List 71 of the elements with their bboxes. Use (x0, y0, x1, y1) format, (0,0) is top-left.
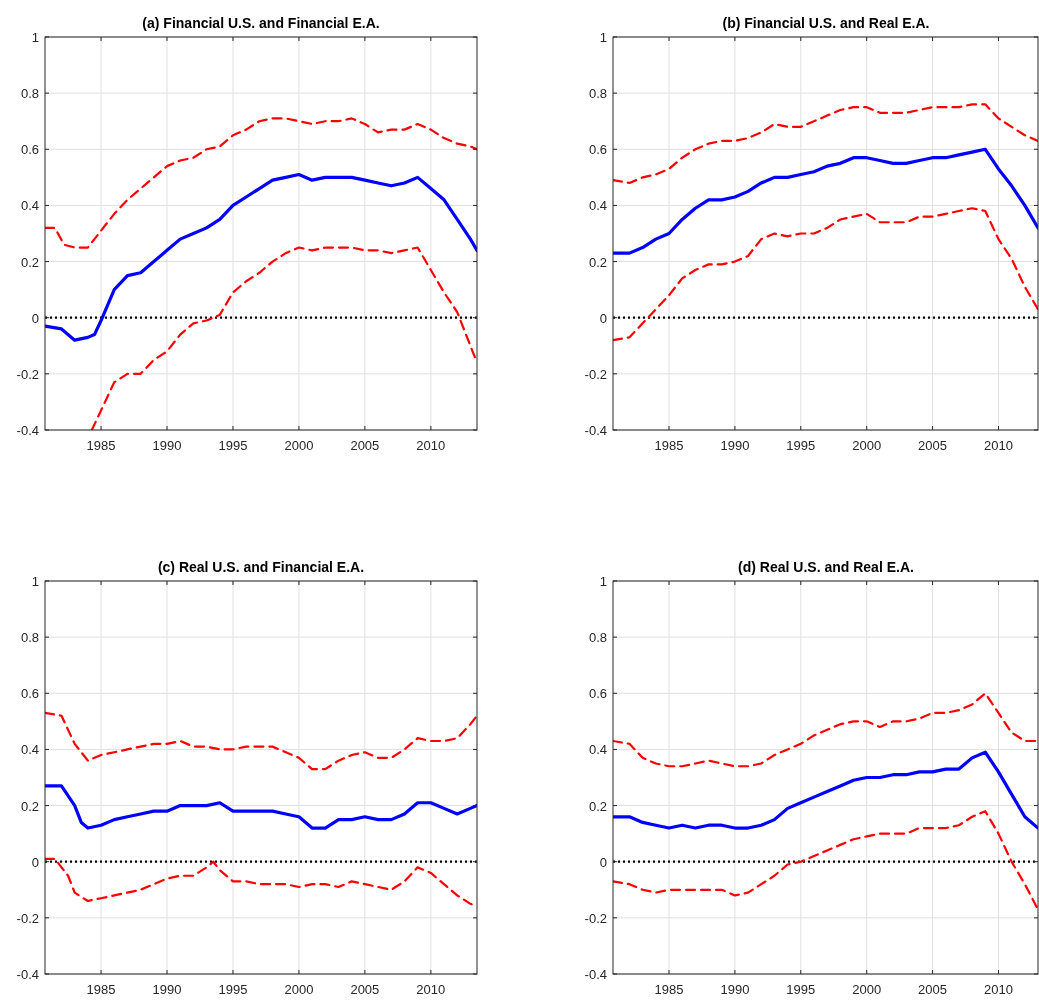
y-tick-label: 0 (599, 854, 607, 870)
line-series (613, 810, 1038, 911)
line-series (613, 147, 1038, 255)
y-tick-label: -0.4 (16, 423, 39, 438)
x-tick-label: 1985 (86, 438, 116, 453)
x-tick-label: 1985 (86, 982, 116, 997)
x-tick-label: 2010 (984, 982, 1013, 997)
x-tick-label: 1995 (218, 438, 248, 453)
x-tick-label: 2005 (350, 438, 380, 453)
y-tick-label: -0.2 (16, 910, 39, 926)
y-tick-label: 0.6 (20, 686, 39, 702)
y-tick-label: -0.2 (584, 910, 607, 926)
y-tick-label: 1 (31, 574, 39, 589)
y-tick-label: 0.8 (20, 86, 39, 102)
line-series (45, 711, 477, 771)
line-series (613, 692, 1038, 768)
y-tick-label: 0 (599, 310, 607, 326)
y-tick-label: 0.6 (588, 686, 607, 702)
y-tick-label: 0 (31, 854, 39, 870)
x-tick-label: 2005 (918, 982, 948, 997)
line-series (613, 103, 1038, 185)
y-tick-label: 1 (599, 30, 607, 45)
x-tick-label: 2010 (984, 438, 1013, 453)
line-series (45, 172, 477, 342)
y-tick-label: 0.8 (20, 630, 39, 646)
x-tick-label: 1985 (654, 982, 684, 997)
x-tick-label: 2000 (852, 982, 882, 997)
x-tick-label: 2010 (416, 438, 446, 453)
x-tick-label: 1990 (720, 438, 750, 453)
y-tick-label: -0.4 (16, 967, 39, 982)
y-tick-label: 1 (599, 574, 607, 589)
y-tick-label: -0.2 (584, 366, 607, 382)
line-series (45, 117, 477, 249)
y-tick-label: 0.4 (20, 198, 39, 214)
y-tick-label: 0.2 (20, 254, 39, 270)
x-tick-label: 2000 (852, 438, 882, 453)
y-tick-label: 0 (31, 310, 39, 326)
y-tick-label: -0.4 (584, 967, 607, 982)
y-tick-label: 0.6 (588, 142, 607, 158)
x-tick-label: 2000 (284, 982, 314, 997)
line-series (45, 784, 477, 830)
y-tick-label: -0.2 (16, 366, 39, 382)
y-tick-label: 0.2 (588, 254, 607, 270)
x-tick-label: 2005 (918, 438, 948, 453)
y-tick-label: 0.4 (20, 742, 39, 758)
line-series (613, 750, 1038, 830)
chart-title: (c) Real U.S. and Financial E.A. (157, 559, 365, 575)
chart-title: (d) Real U.S. and Real E.A. (738, 559, 914, 575)
y-tick-label: 0.4 (588, 742, 607, 758)
y-tick-label: 0.4 (588, 198, 607, 214)
x-tick-label: 2010 (416, 982, 446, 997)
x-tick-label: 1995 (786, 438, 816, 453)
x-tick-label: 1995 (786, 982, 816, 997)
chart-title: (a) Financial U.S. and Financial E.A. (142, 15, 380, 31)
y-tick-label: 0.2 (20, 798, 39, 814)
y-tick-label: -0.4 (584, 423, 607, 438)
y-tick-label: 0.8 (588, 86, 607, 102)
line-series (613, 207, 1038, 342)
x-tick-label: 1995 (218, 982, 248, 997)
x-tick-label: 1985 (654, 438, 684, 453)
x-tick-label: 1990 (152, 982, 182, 997)
y-tick-label: 1 (31, 30, 39, 45)
y-tick-label: 0.6 (20, 142, 39, 158)
x-tick-label: 1990 (152, 438, 182, 453)
y-tick-label: 0.8 (588, 630, 607, 646)
line-series (90, 246, 477, 430)
chart-title: (b) Financial U.S. and Real E.A. (722, 15, 930, 31)
y-tick-label: 0.2 (588, 798, 607, 814)
x-tick-label: 2000 (284, 438, 314, 453)
x-tick-label: 2005 (350, 982, 380, 997)
x-tick-label: 1990 (720, 982, 750, 997)
